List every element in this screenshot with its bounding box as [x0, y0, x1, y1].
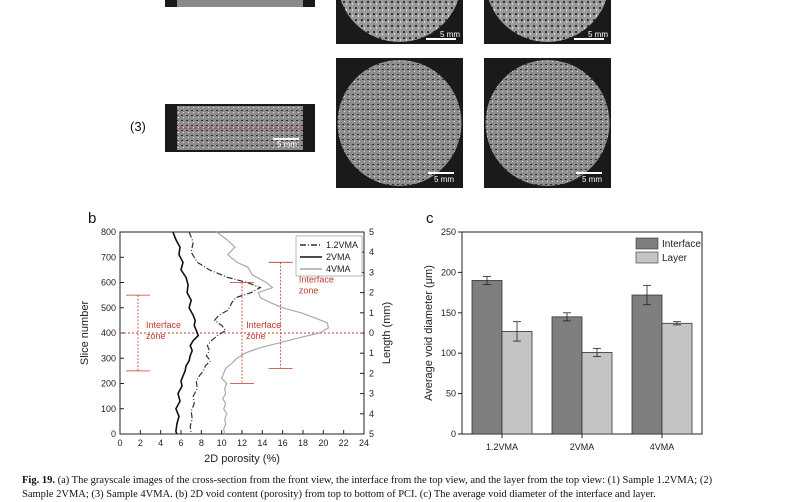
interface-top-view-image-row3: 5 mm [336, 58, 463, 188]
layer-top-view-image-row3: 5 mm [484, 58, 611, 188]
scale-bar-label: 5 mm [434, 175, 454, 184]
y2-tick-label: 2 [369, 368, 374, 378]
bar-Interface-4VMA [631, 294, 663, 435]
x-tick-label: 4VMA [650, 442, 675, 452]
y2-axis-label: Length (mm) [381, 302, 393, 364]
y2-tick-label: 3 [369, 389, 374, 399]
legend-label: 1.2VMA [326, 240, 358, 250]
x-tick-label: 4 [158, 438, 163, 448]
legend-swatch [635, 251, 659, 264]
y-tick-label: 200 [101, 379, 116, 389]
x-tick-label: 8 [199, 438, 204, 448]
legend-label: Interface [662, 239, 701, 250]
y-tick-label: 700 [101, 252, 116, 262]
y-tick-label: 300 [101, 353, 116, 363]
y-tick-label: 200 [441, 267, 456, 277]
x-tick-label: 2VMA [570, 442, 595, 452]
y2-tick-label: 5 [369, 429, 374, 439]
row-label-3: (3) [130, 119, 146, 134]
y-tick-label: 100 [101, 404, 116, 414]
series-line-4VMA [216, 231, 330, 435]
scale-bar-label: 5 mm [588, 30, 608, 39]
legend-label: 4VMA [326, 264, 351, 274]
y-tick-label: 600 [101, 278, 116, 288]
legend-label: Layer [662, 253, 688, 264]
y2-tick-label: 0 [369, 328, 374, 338]
scale-bar-label: 5 mm [277, 140, 297, 149]
caption-figure-number: Fig. 19. [22, 475, 55, 486]
x-tick-label: 10 [217, 438, 227, 448]
x-tick-label: 14 [257, 438, 267, 448]
annotation-label: Interface [146, 320, 181, 330]
x-tick-label: 24 [359, 438, 369, 448]
annotation-label: zone [246, 331, 266, 341]
x-tick-label: 12 [237, 438, 247, 448]
y2-tick-label: 4 [369, 247, 374, 257]
x-tick-label: 2 [138, 438, 143, 448]
annotation-label: zone [299, 286, 319, 296]
bar-Layer-4VMA [661, 322, 693, 435]
x-tick-label: 18 [298, 438, 308, 448]
y-tick-label: 150 [441, 308, 456, 318]
y-tick-label: 0 [451, 429, 456, 439]
series-line-1.2VMA [188, 231, 262, 435]
y-tick-label: 50 [446, 389, 456, 399]
x-tick-label: 22 [339, 438, 349, 448]
annotation-label: Interface [246, 320, 281, 330]
bar-Layer-2VMA [581, 351, 613, 435]
legend-swatch [635, 237, 659, 250]
y2-tick-label: 1 [369, 348, 374, 358]
x-tick-label: 0 [117, 438, 122, 448]
scale-bar-label: 5 mm [440, 30, 460, 39]
caption-text: (a) The grayscale images of the cross-se… [54, 475, 713, 486]
interface-top-view-image-row2: 5 mm [336, 0, 463, 44]
front-view-image-row3: 5 mm [165, 104, 315, 152]
annotation-label: zone [146, 331, 166, 341]
y-tick-label: 800 [101, 227, 116, 237]
bar-Interface-2VMA [551, 316, 583, 435]
scale-bar-label: 5 mm [582, 175, 602, 184]
figure-caption: Fig. 19. (a) The grayscale images of the… [22, 474, 792, 502]
front-view-image-row2 [165, 0, 315, 7]
y-tick-label: 400 [101, 328, 116, 338]
x-tick-label: 16 [278, 438, 288, 448]
panel-b-label: b [88, 210, 97, 227]
series-line-2VMA [172, 231, 200, 435]
y-tick-label: 250 [441, 227, 456, 237]
void-diameter-bar-chart: 0 50 100 150 200 250 Average void diameter (μm… [423, 227, 703, 452]
porosity-line-chart: 0 2 4 6 8 10 12 14 16 18 20 22 240100200300400500600… [79, 227, 393, 465]
layer-top-view-image-row2: 5 mm [484, 0, 611, 44]
y-axis-label: Average void diameter (μm) [423, 265, 435, 401]
y2-tick-label: 5 [369, 227, 374, 237]
y2-tick-label: 3 [369, 267, 374, 277]
x-tick-label: 1.2VMA [486, 442, 518, 452]
y2-tick-label: 2 [369, 288, 374, 298]
y-tick-label: 500 [101, 303, 116, 313]
y-axis-label: Slice number [79, 301, 91, 366]
x-tick-label: 6 [178, 438, 183, 448]
bar-Layer-1.2VMA [501, 330, 533, 435]
legend-label: 2VMA [326, 252, 351, 262]
y-tick-label: 100 [441, 348, 456, 358]
x-axis-label: 2D porosity (%) [204, 453, 280, 465]
y2-tick-label: 4 [369, 409, 374, 419]
y-tick-label: 0 [111, 429, 116, 439]
annotation-label: Interface [299, 275, 334, 285]
caption-text-line2: Sample 2VMA; (3) Sample 4VMA. (b) 2D voi… [22, 489, 656, 500]
bar-Interface-1.2VMA [471, 280, 503, 435]
y2-tick-label: 1 [369, 308, 374, 318]
panel-c-label: c [426, 210, 434, 227]
x-tick-label: 20 [318, 438, 328, 448]
